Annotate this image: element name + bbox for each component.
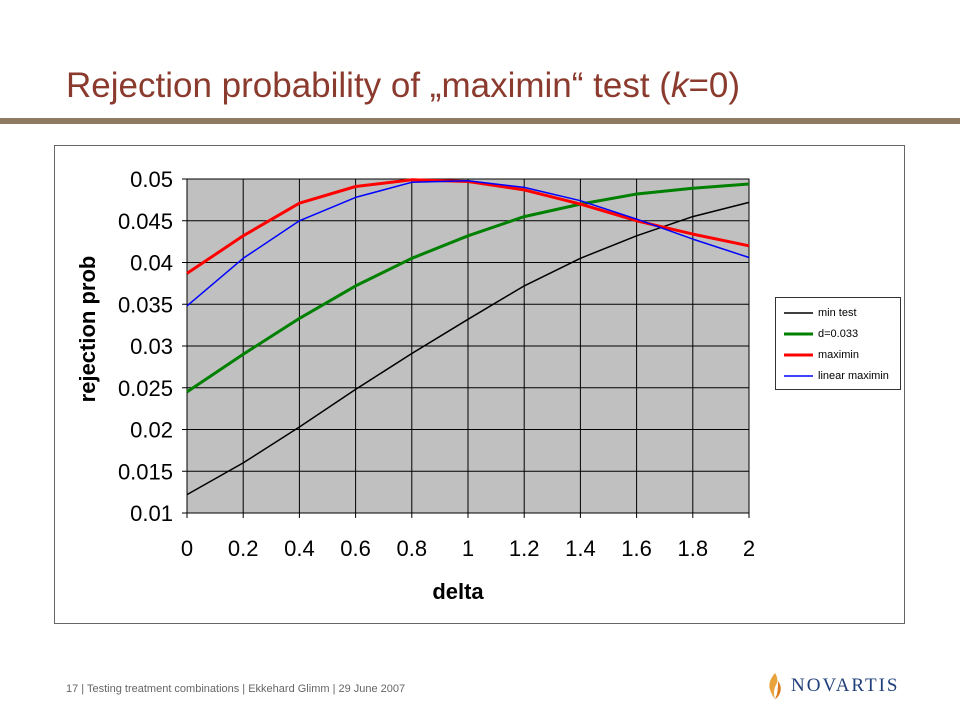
series-line-2: [186, 182, 750, 394]
legend-label: d=0.033: [818, 327, 859, 340]
y-tick-label: 0.015: [118, 459, 173, 484]
x-tick-label: 1: [462, 536, 474, 561]
x-tick-label: 2: [743, 536, 755, 561]
legend-item-maximin: maximin: [784, 344, 900, 365]
x-tick-label: 1.2: [509, 536, 540, 561]
x-tick-label: 0.4: [284, 536, 315, 561]
y-tick-label: 0.045: [118, 209, 173, 234]
y-tick-label: 0.025: [118, 376, 173, 401]
series-line-4: [186, 179, 750, 307]
y-tick-label: 0.035: [118, 292, 173, 317]
x-tick-label: 1.4: [565, 536, 596, 561]
x-tick-label: 1.8: [678, 536, 709, 561]
slide-footer: 17 | Testing treatment combinations | Ek…: [66, 683, 406, 695]
x-tick-label: 1.6: [621, 536, 652, 561]
y-tick-label: 0.04: [130, 251, 173, 276]
legend-item-linear-maximin: linear maximin: [784, 365, 900, 386]
title-text-post: =0): [688, 66, 740, 105]
series-line-1: [186, 201, 750, 496]
title-divider: [0, 118, 960, 124]
legend-swatch: [784, 332, 813, 335]
chart-frame: 0.01 0.015 0.02 0.025 0.03 0.035 0.04 0.045 0.05…: [54, 145, 905, 624]
x-tick-label: 0: [181, 536, 193, 561]
chart-legend: min test d=0.033 maximin linear maximin: [775, 297, 901, 390]
y-tick-label: 0.03: [130, 334, 173, 359]
x-tick-label: 0.6: [340, 536, 371, 561]
line-chart: 0.01 0.015 0.02 0.025 0.03 0.035 0.04 0.045 0.05…: [75, 167, 755, 604]
legend-label: min test: [818, 306, 857, 319]
flame-inner-shape: [775, 681, 781, 699]
legend-swatch: [784, 311, 813, 314]
x-tick-label: 0.8: [397, 536, 428, 561]
legend-swatch: [784, 353, 813, 356]
plot-border: [186, 178, 750, 514]
flame-icon: [769, 673, 781, 699]
y-tick-label: 0.02: [130, 418, 173, 443]
y-axis-label: rejection prob: [75, 256, 100, 403]
flame-outer-shape: [769, 673, 778, 699]
title-text-pre: Rejection probability of „maximin“ test …: [66, 66, 671, 105]
x-tick-label: 0.2: [228, 536, 259, 561]
legend-item-min-test: min test: [784, 302, 900, 323]
title-variable: k: [670, 66, 689, 105]
legend-label: maximin: [818, 348, 859, 361]
legend-label: linear maximin: [818, 369, 889, 382]
legend-item-d-0033: d=0.033: [784, 323, 900, 344]
x-axis-label: delta: [432, 579, 484, 604]
logo-wordmark: NOVARTIS: [791, 675, 900, 696]
y-tick-label: 0.05: [130, 167, 173, 192]
novartis-logo: NOVARTIS: [765, 671, 899, 701]
legend-swatch: [784, 374, 813, 377]
y-tick-label: 0.01: [130, 501, 173, 526]
slide-title: Rejection probability of „maximin“ test …: [66, 66, 740, 106]
